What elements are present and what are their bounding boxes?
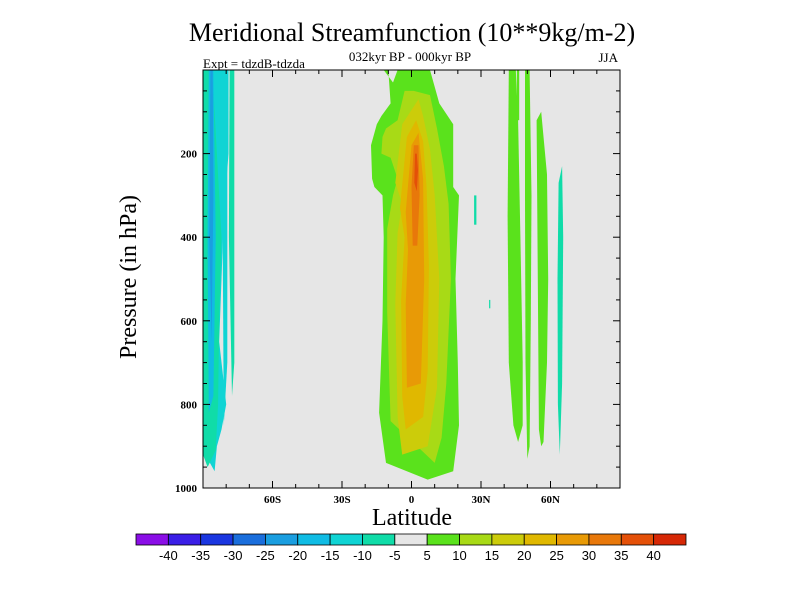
x-tick-label: 60N xyxy=(541,494,560,506)
contour-southern-negative-strip xyxy=(222,70,228,426)
contour-northern-positive-band-2 xyxy=(525,70,532,459)
colorbar: -40 -35 -30 -25 -20 -15 -10 -5 5 10 15 20 25 30 35 40 xyxy=(135,533,687,563)
contour-equatorial-positive-cell-30 xyxy=(405,132,425,388)
chart-title: Meridional Streamfunction (10**9kg/m-2) xyxy=(189,18,635,47)
y-axis: 200 400 600 800 1000 xyxy=(175,69,620,495)
colorbar-label: -15 xyxy=(321,548,340,563)
colorbar-swatch xyxy=(459,533,493,546)
colorbar-swatch xyxy=(329,533,363,546)
colorbar-label: 15 xyxy=(485,548,499,563)
colorbar-label: -5 xyxy=(389,548,401,563)
colorbar-label: -40 xyxy=(159,548,178,563)
colorbar-label: 10 xyxy=(452,548,466,563)
x-tick-label: 30N xyxy=(472,494,491,506)
contour-southern-negative-strip-2 xyxy=(228,70,235,396)
chart-subtitle: 032kyr BP - 000kyr BP xyxy=(349,49,471,64)
colorbar-label: 25 xyxy=(549,548,563,563)
colorbar-swatch xyxy=(523,533,557,546)
colorbar-swatch xyxy=(167,533,202,546)
colorbar-label: -35 xyxy=(191,548,210,563)
colorbar-swatch xyxy=(362,533,396,546)
colorbar-label: 35 xyxy=(614,548,628,563)
contour-northern-positive-blob xyxy=(516,70,520,121)
x-tick-label: 60S xyxy=(264,494,281,506)
colorbar-label: 5 xyxy=(424,548,431,563)
colorbar-label: -20 xyxy=(288,548,307,563)
x-axis-label: Latitude xyxy=(372,505,452,531)
y-tick-label: 800 xyxy=(181,399,198,411)
colorbar-label: 40 xyxy=(646,548,660,563)
contour-small-negative-dot xyxy=(489,299,491,309)
colorbar-swatch xyxy=(491,533,525,546)
colorbar-swatch xyxy=(588,533,622,546)
colorbar-label: 30 xyxy=(582,548,596,563)
colorbar-swatch xyxy=(426,533,460,546)
contour-northern-negative-band xyxy=(557,166,564,455)
contour-southern-negative-core-2 xyxy=(209,70,214,342)
contour-regions xyxy=(203,70,564,480)
x-tick-label: 30S xyxy=(333,494,350,506)
colorbar-swatch xyxy=(653,533,687,546)
y-axis-label: Pressure (in hPa) xyxy=(116,195,142,359)
colorbar-swatch xyxy=(135,533,169,546)
y-tick-label: 600 xyxy=(181,316,198,328)
colorbar-swatch xyxy=(556,533,590,546)
colorbar-swatch xyxy=(265,533,299,546)
y-tick-label: 400 xyxy=(181,232,198,244)
contour-equatorial-positive-cell-40 xyxy=(414,153,418,192)
y-tick-label: 1000 xyxy=(175,483,198,495)
colorbar-swatch xyxy=(297,533,331,546)
experiment-label: Expt = tdzdB-tdzda xyxy=(203,56,305,71)
colorbar-label: -10 xyxy=(353,548,372,563)
contour-northern-positive-band-1 xyxy=(507,70,523,442)
colorbar-swatch xyxy=(200,533,234,546)
contour-northern-positive-band-3 xyxy=(536,111,549,447)
plot-area xyxy=(202,69,621,489)
colorbar-label: 20 xyxy=(517,548,531,563)
colorbar-swatch xyxy=(394,533,428,546)
colorbar-swatch xyxy=(232,533,266,546)
contour-small-negative-blob xyxy=(474,195,477,225)
colorbar-label: -30 xyxy=(224,548,243,563)
x-tick-label: 0 xyxy=(409,494,415,506)
x-axis: 60S 30S 0 30N 60N xyxy=(202,70,621,506)
season-label: JJA xyxy=(598,50,618,65)
colorbar-swatch xyxy=(620,533,655,546)
y-tick-label: 200 xyxy=(181,149,198,161)
colorbar-label: -25 xyxy=(256,548,275,563)
